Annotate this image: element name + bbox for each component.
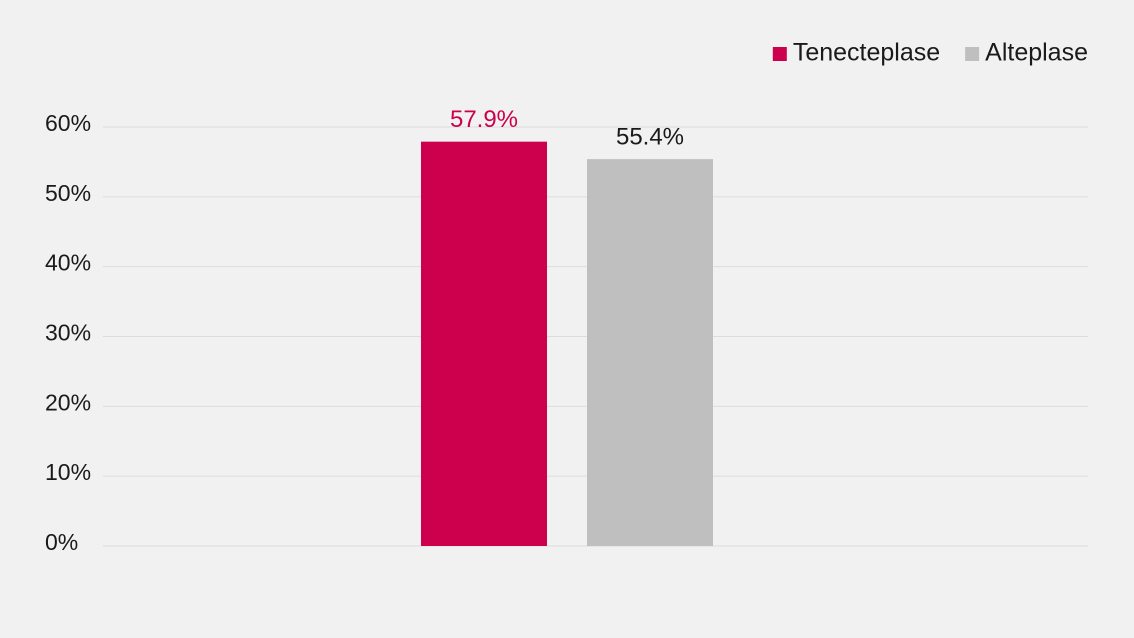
legend-label: Alteplase	[985, 39, 1088, 67]
legend-swatch	[772, 47, 787, 61]
y-tick-label: 60%	[45, 110, 91, 136]
value-label: 57.9%	[450, 106, 518, 133]
bar	[421, 141, 547, 547]
y-tick-label: 40%	[45, 250, 91, 276]
y-tick-label: 30%	[45, 320, 91, 346]
y-tick-label: 50%	[45, 180, 91, 206]
y-tick-label: 10%	[45, 459, 91, 485]
value-label: 55.4%	[616, 123, 684, 150]
y-tick-label: 0%	[45, 529, 78, 555]
bar	[587, 159, 713, 546]
legend-label: Tenecteplase	[793, 39, 940, 67]
y-tick-label: 20%	[45, 389, 91, 415]
legend-swatch	[965, 47, 980, 61]
